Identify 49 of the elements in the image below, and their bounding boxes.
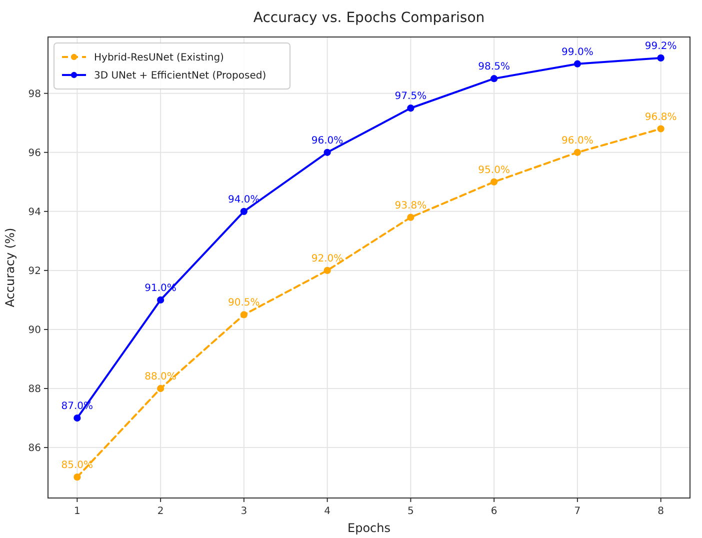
x-tick-label: 4 <box>324 506 330 517</box>
point <box>657 54 664 62</box>
point <box>324 148 331 156</box>
point <box>156 296 164 304</box>
point <box>407 104 414 112</box>
data-label: 96.0% <box>311 135 344 146</box>
data-label: 92.0% <box>311 253 344 264</box>
point <box>74 473 81 481</box>
x-axis-title: Epochs <box>348 521 390 535</box>
point <box>490 178 498 186</box>
x-tick-label: 2 <box>157 506 164 517</box>
legend-label: Hybrid-ResUNet (Existing) <box>94 52 224 64</box>
point <box>574 60 582 68</box>
y-tick-label: 90 <box>28 324 41 336</box>
point <box>490 75 498 82</box>
data-label: 94.0% <box>228 194 260 206</box>
y-tick-label: 88 <box>28 384 41 396</box>
data-label: 96.0% <box>562 135 594 146</box>
y-tick-label: 92 <box>28 266 41 277</box>
data-label: 95.0% <box>478 164 510 176</box>
point <box>74 414 81 422</box>
point <box>240 311 248 318</box>
point <box>574 148 582 156</box>
point <box>156 384 164 392</box>
y-tick-label: 96 <box>28 148 41 159</box>
x-tick-label: 7 <box>574 506 581 517</box>
data-label: 99.0% <box>562 46 594 58</box>
data-label: 96.8% <box>644 112 677 123</box>
data-label: 85.0% <box>61 460 94 472</box>
y-tick-label: 98 <box>28 88 41 100</box>
y-tick-label: 94 <box>28 206 41 218</box>
x-tick-label: 5 <box>408 506 414 517</box>
y-tick-label: 86 <box>28 443 41 454</box>
point <box>324 266 331 274</box>
x-tick-label: 6 <box>490 506 498 517</box>
point <box>407 214 414 221</box>
data-label: 93.8% <box>394 200 427 212</box>
point <box>657 125 664 132</box>
point <box>240 208 248 215</box>
data-label: 98.5% <box>478 62 510 73</box>
data-label: 90.5% <box>228 298 260 309</box>
data-label: 97.5% <box>394 91 427 102</box>
y-axis-title: Accuracy (%) <box>3 228 17 308</box>
data-label: 99.2% <box>644 40 677 52</box>
x-tick-label: 1 <box>74 506 80 517</box>
x-tick-label: 3 <box>240 506 248 517</box>
chart-title: Accuracy vs. Epochs Comparison <box>253 10 485 26</box>
x-tick-label: 8 <box>658 506 664 517</box>
legend-label: 3D UNet + EfficientNet (Proposed) <box>94 70 266 82</box>
